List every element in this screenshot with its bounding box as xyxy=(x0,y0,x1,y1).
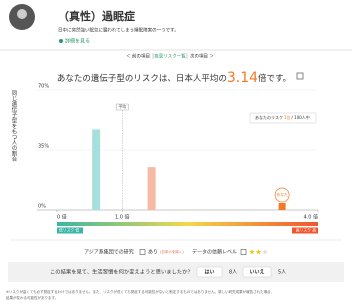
legend-rank: 1位 xyxy=(284,114,291,120)
title: （真性）過眠症 xyxy=(58,9,135,23)
study-note: (日本人を除く) xyxy=(160,249,184,254)
nav-next[interactable]: 次の項目 ＞ xyxy=(190,53,214,60)
help-icon[interactable] xyxy=(140,250,145,255)
bar xyxy=(148,167,156,210)
high-label: 高リスク 高 xyxy=(296,228,316,233)
you-label: あなた xyxy=(276,192,288,197)
bar xyxy=(92,129,100,210)
avatar-head xyxy=(17,9,27,19)
low-label: 低リスク 低 xyxy=(59,228,79,233)
x-tick-label: 1.0 倍 xyxy=(115,214,130,221)
stars xyxy=(249,249,267,254)
subtitle: 日中に突然強い眠気に襲われてしまう睡眠障害の一つです。 xyxy=(58,27,179,34)
link-icon xyxy=(59,39,63,43)
x-tick-label: 0 倍 xyxy=(57,214,67,221)
page: {"header":{"title":"（真性）過眠症","subtitle":… xyxy=(0,0,352,305)
legend-of: / 100人中 xyxy=(292,114,310,120)
feedback-question: この結果を見て、生活習慣を何か変えようと思いましたか？ xyxy=(50,268,193,276)
yes-count: 8人 xyxy=(229,270,237,276)
yes-label[interactable]: はい xyxy=(204,270,214,276)
detail-link[interactable]: 詳細を見る xyxy=(65,38,90,45)
legend-label: あなたのリスク xyxy=(255,114,283,120)
footnote: ※リスクが高くても必ず発症するわけではありません。また、リスクが低くても発症する… xyxy=(6,289,274,294)
footnote: 結果が変わる可能性があります。 xyxy=(6,295,58,300)
risk-band xyxy=(57,222,318,226)
risk-prefix: あなたの遺伝子型のリスクは、日本人平均の xyxy=(57,73,227,84)
study-label: アジア系集団での研究 xyxy=(84,249,134,256)
reliability-label: データの信頼レベル xyxy=(192,249,237,256)
y-tick-label: 70% xyxy=(38,84,49,90)
you-marker xyxy=(279,203,286,210)
star xyxy=(256,249,261,254)
help-icon[interactable] xyxy=(241,250,246,255)
nav-list[interactable]: 疾患リスク一覧 xyxy=(154,53,186,60)
star xyxy=(262,249,267,254)
y-tick-label: 0% xyxy=(38,204,46,210)
risk-sentence: あなたの遺伝子型のリスクは、日本人平均の3.14倍です。 xyxy=(57,70,291,86)
screen: （真性）過眠症 日中に突然強い眠気に襲われてしまう睡眠障害の一つです。 詳細を見… xyxy=(0,0,352,305)
risk-value: 3.14 xyxy=(227,70,258,86)
risk-suffix: 倍です。 xyxy=(258,73,291,84)
study-value: あり xyxy=(148,250,158,256)
x-tick-label: 4.0 倍 xyxy=(303,214,318,221)
help-icon[interactable] xyxy=(297,73,303,79)
no-label[interactable]: いいえ xyxy=(249,270,264,276)
no-count: 5人 xyxy=(278,270,286,276)
y-tick-label: 35% xyxy=(38,144,49,150)
star xyxy=(249,249,254,254)
legend-text: あなたのリスク1位/ 100人中 xyxy=(255,114,310,120)
y-axis-label: 同じ遺伝子型をもつ人の割合 xyxy=(11,90,18,163)
average-label: 平均 xyxy=(118,104,126,109)
nav-prev[interactable]: ＜ 前の項目 xyxy=(126,53,150,60)
